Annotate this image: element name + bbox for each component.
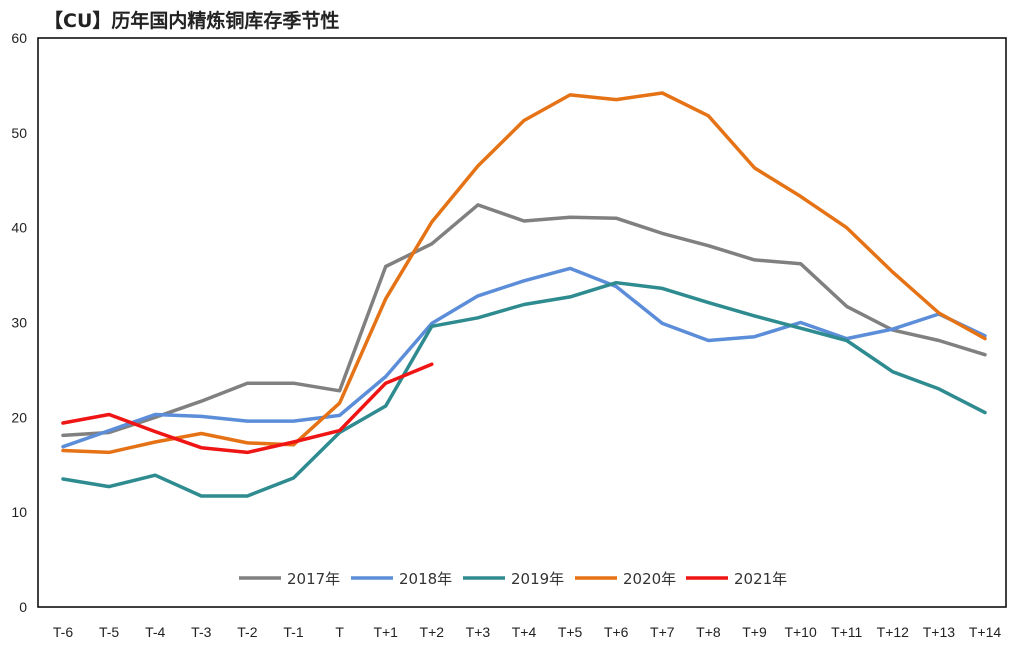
x-tick-label: T-3 — [191, 624, 211, 640]
x-tick-label: T-2 — [237, 624, 257, 640]
y-tick-label: 30 — [11, 315, 27, 331]
x-tick-label: T+12 — [877, 624, 910, 640]
y-tick-label: 40 — [11, 220, 27, 236]
x-tick-label: T+10 — [784, 624, 817, 640]
series-line-2018年 — [61, 266, 987, 449]
legend-label: 2017年 — [287, 570, 340, 588]
x-tick-label: T+7 — [650, 624, 675, 640]
x-tick-label: T-5 — [99, 624, 119, 640]
x-tick-label: T+5 — [558, 624, 583, 640]
y-tick-label: 50 — [11, 125, 27, 141]
x-tick-label: T+6 — [604, 624, 629, 640]
y-tick-label: 0 — [19, 599, 27, 615]
x-tick-label: T-1 — [283, 624, 303, 640]
chart-title: 【CU】历年国内精炼铜库存季节性 — [44, 10, 340, 32]
x-tick-label: T+4 — [512, 624, 537, 640]
x-tick-label: T — [335, 624, 344, 640]
plot-area-border — [37, 37, 1007, 608]
legend-label: 2019年 — [511, 570, 564, 588]
x-tick-label: T+13 — [923, 624, 956, 640]
series-line-2017年 — [61, 203, 987, 438]
x-tick-label: T+9 — [742, 624, 767, 640]
x-tick-label: T+11 — [831, 624, 862, 640]
legend-label: 2020年 — [623, 570, 676, 588]
x-tick-label: T-4 — [145, 624, 165, 640]
y-tick-label: 20 — [11, 409, 27, 425]
series-line-2021年 — [61, 362, 434, 455]
y-tick-label: 10 — [11, 504, 27, 520]
x-tick-label: T+14 — [969, 624, 1002, 640]
legend-label: 2018年 — [399, 570, 452, 588]
y-tick-label: 60 — [11, 30, 27, 46]
x-tick-label: T+2 — [420, 624, 445, 640]
x-tick-label: T+8 — [696, 624, 721, 640]
x-tick-label: T-6 — [53, 624, 73, 640]
legend-label: 2021年 — [734, 570, 787, 588]
series-line-2019年 — [61, 280, 987, 498]
x-tick-label: T+3 — [466, 624, 491, 640]
series-line-2020年 — [61, 91, 987, 455]
x-tick-label: T+1 — [373, 624, 398, 640]
